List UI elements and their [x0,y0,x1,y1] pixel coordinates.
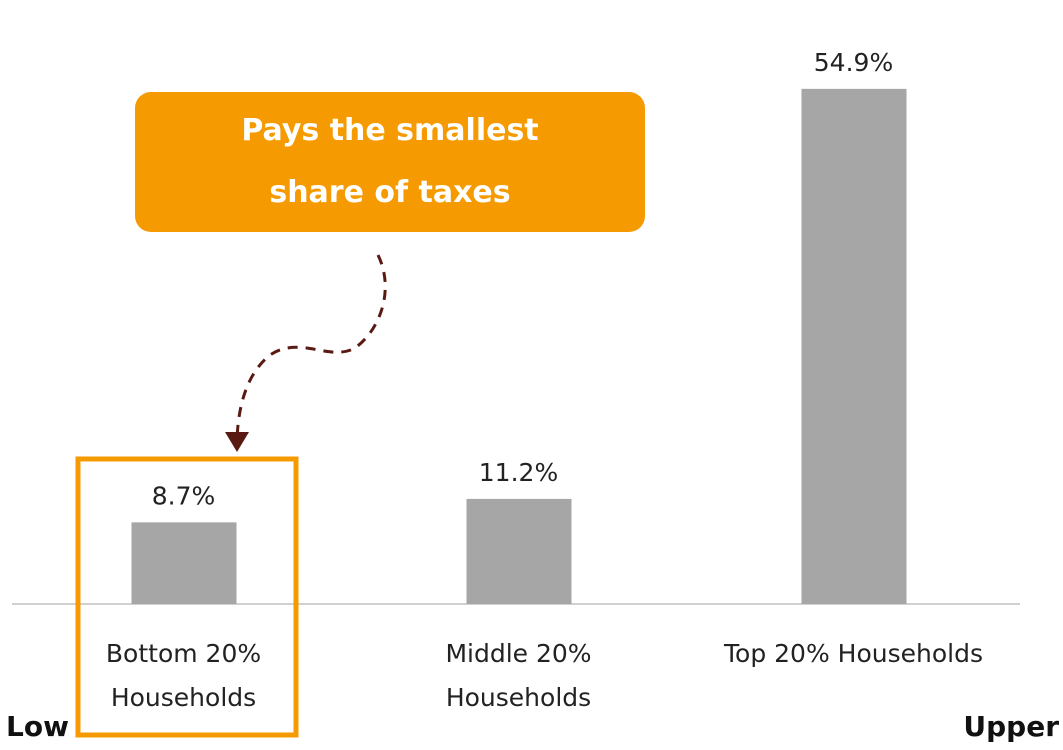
callout: Pays the smallest share of taxes [135,92,645,232]
data-label: 8.7% [152,481,216,510]
axis-right-label: Upper [963,710,1059,743]
x-tick-label: Middle 20% Households [445,639,592,712]
axis-left-label: Low [6,710,69,743]
data-label: 54.9% [814,48,893,77]
bar [131,522,237,604]
bar [466,498,572,604]
arrow-head [225,432,249,452]
x-tick-label: Bottom 20% Households [105,639,262,712]
highlight-box [75,456,299,738]
data-label: 11.2% [479,458,558,487]
bar [801,88,907,605]
arrow [235,254,387,441]
x-tick-label: Top 20% Households [724,639,983,668]
